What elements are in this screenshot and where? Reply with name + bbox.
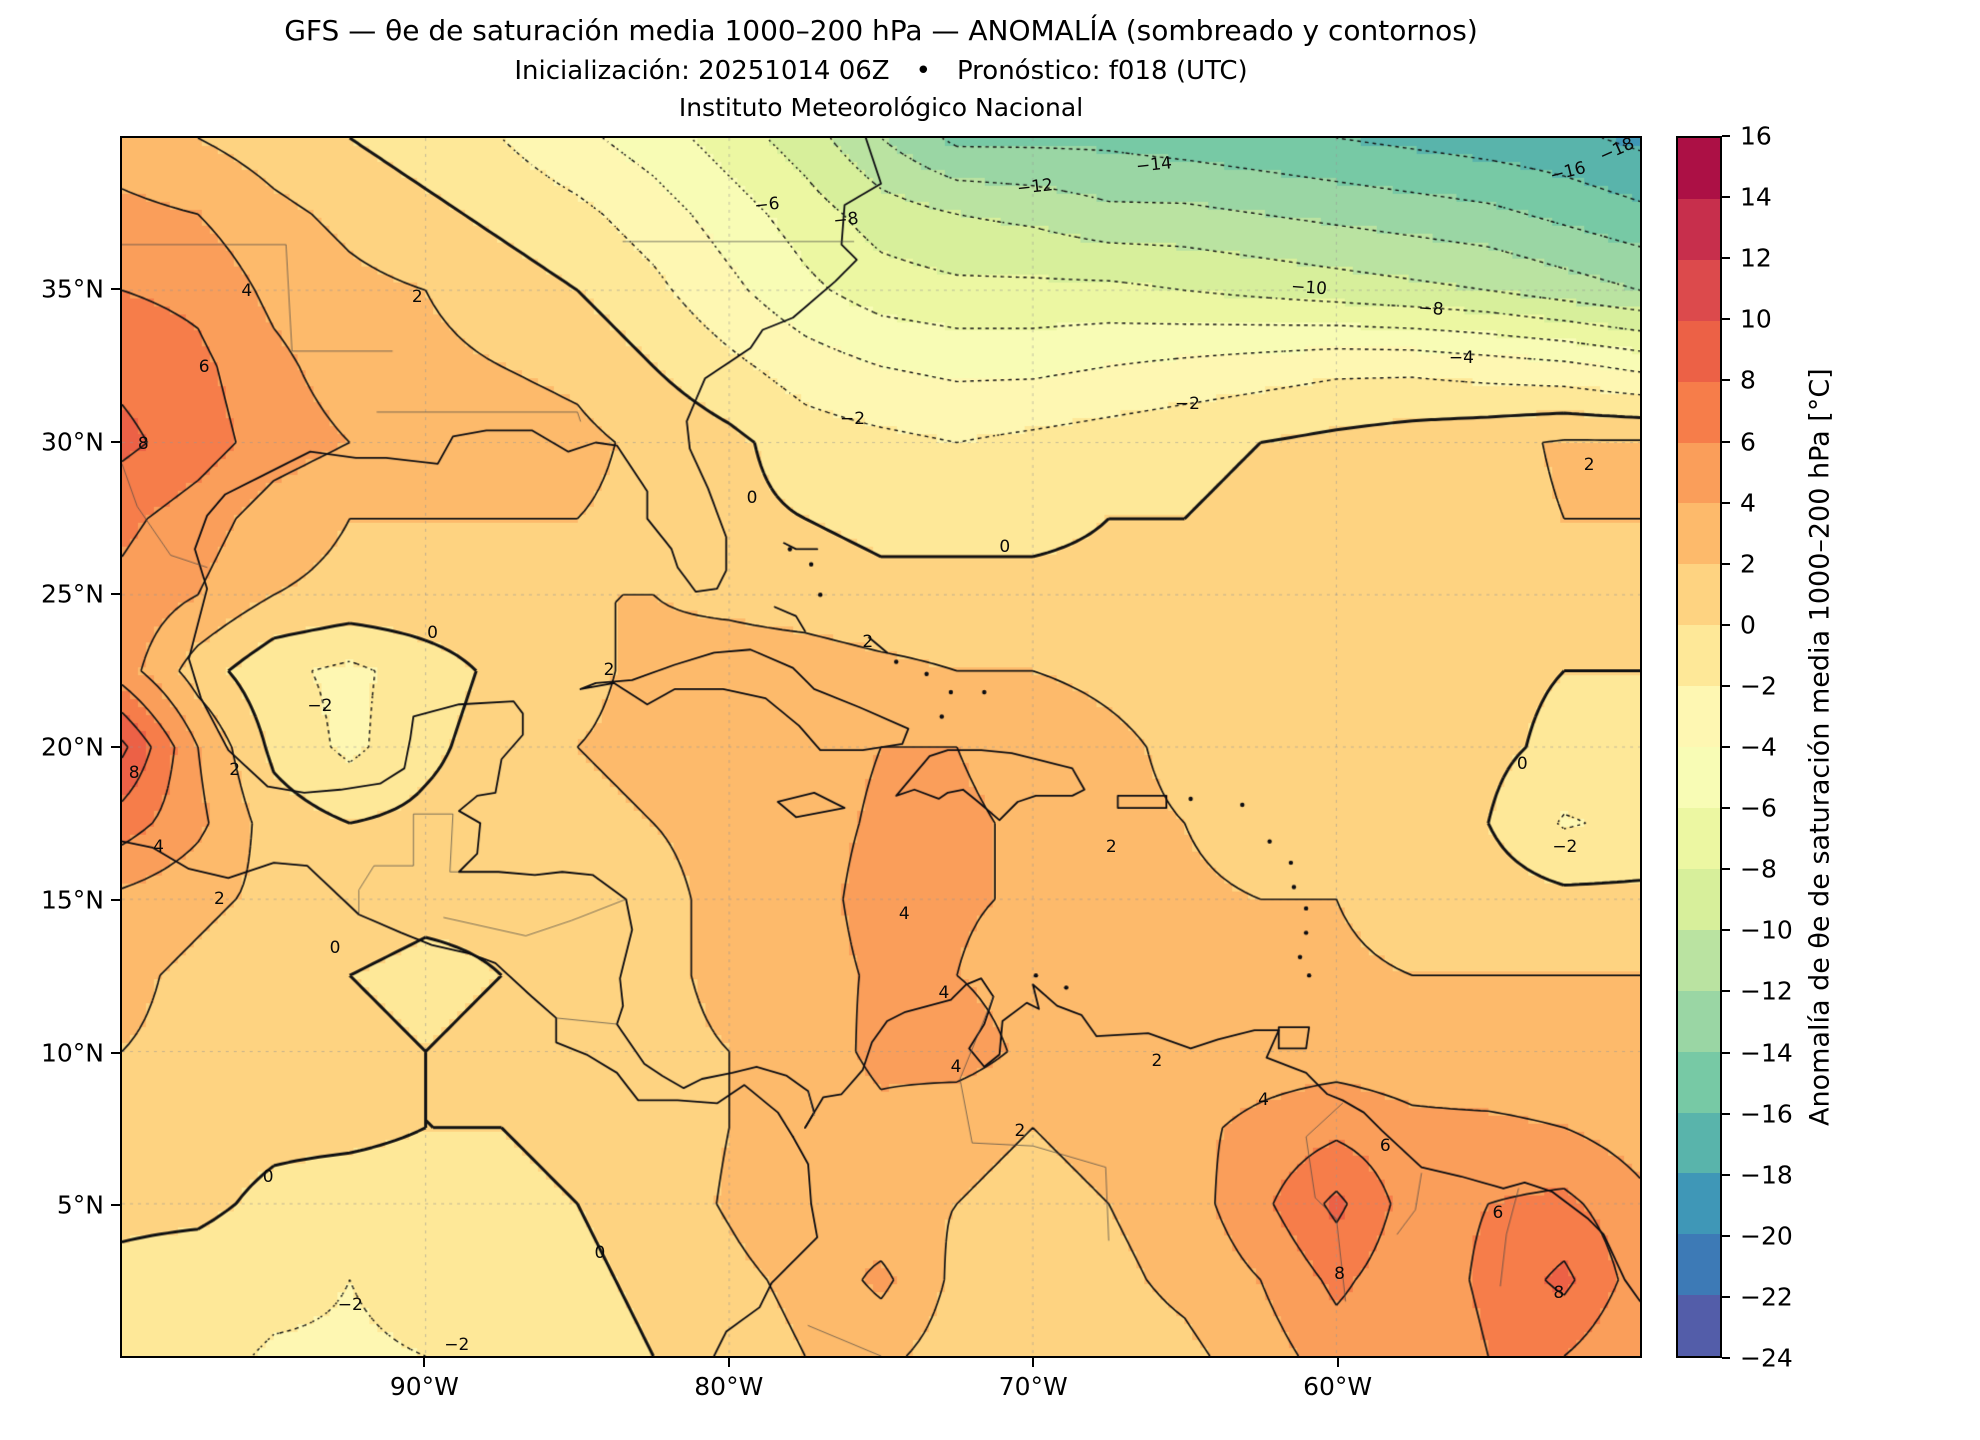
colorbar-tick-label: 10 <box>1740 304 1772 334</box>
colorbar-cell <box>1678 503 1720 565</box>
colorbar-cell <box>1678 1173 1720 1235</box>
colorbar-cell <box>1678 807 1720 869</box>
y-tick-label: 10°N <box>40 1038 104 1067</box>
colorbar-tick-label: −16 <box>1740 1099 1793 1129</box>
colorbar-tick-label: −22 <box>1740 1282 1793 1312</box>
x-tick-label: 70°W <box>998 1372 1068 1401</box>
colorbar-tick-label: −4 <box>1740 732 1777 762</box>
colorbar-tick-label: −8 <box>1740 854 1777 884</box>
colorbar-tick-mark <box>1722 1112 1730 1115</box>
figure-institution: Instituto Meteorológico Nacional <box>678 92 1084 122</box>
colorbar-tick-label: 16 <box>1740 121 1772 151</box>
figure-title: GFS — θe de saturación media 1000–200 hP… <box>284 14 1478 47</box>
x-tick-label: 90°W <box>389 1372 459 1401</box>
x-tick-mark <box>423 1358 426 1367</box>
colorbar-tick-label: −24 <box>1740 1343 1793 1373</box>
colorbar-cell <box>1678 686 1720 748</box>
x-tick-mark <box>1336 1358 1339 1367</box>
figure-titles: GFS — θe de saturación media 1000–200 hP… <box>120 14 1642 123</box>
colorbar-tick-mark <box>1722 501 1730 504</box>
colorbar-tick-label: −2 <box>1740 671 1777 701</box>
colorbar-tick-label: 0 <box>1740 610 1756 640</box>
colorbar-tick-label: 6 <box>1740 427 1756 456</box>
colorbar-tick-mark <box>1722 990 1730 993</box>
y-tick-label: 5°N <box>56 1190 104 1220</box>
x-tick-mark <box>727 1358 730 1367</box>
colorbar-cell <box>1678 564 1720 626</box>
y-tick-mark <box>111 898 120 901</box>
y-tick-label: 30°N <box>40 427 104 456</box>
y-tick-label: 15°N <box>40 885 104 915</box>
y-tick-mark <box>111 440 120 443</box>
colorbar-tick-mark <box>1722 196 1730 199</box>
colorbar-tick-mark <box>1722 562 1730 565</box>
colorbar-tick-mark <box>1722 623 1730 626</box>
y-tick-mark <box>111 287 120 290</box>
colorbar-cell <box>1678 625 1720 687</box>
colorbar-cell <box>1678 868 1720 930</box>
colorbar-cell <box>1678 929 1720 991</box>
colorbar-tick-label: −20 <box>1740 1221 1793 1251</box>
colorbar-tick-mark <box>1722 379 1730 382</box>
colorbar-cell <box>1678 198 1720 260</box>
colorbar-tick-mark <box>1722 1357 1730 1359</box>
colorbar-tick-label: −14 <box>1740 1038 1793 1067</box>
colorbar-tick-label: 4 <box>1740 488 1756 518</box>
colorbar-cell <box>1678 990 1720 1052</box>
colorbar-tick-label: 8 <box>1740 365 1756 395</box>
y-tick-label: 35°N <box>40 274 104 304</box>
y-tick-label: 20°N <box>40 732 104 762</box>
colorbar-cell <box>1678 259 1720 321</box>
y-tick-label: 25°N <box>40 579 104 609</box>
colorbar-cell <box>1678 138 1720 199</box>
colorbar-tick-mark <box>1722 440 1730 443</box>
colorbar-tick-mark <box>1722 1173 1730 1176</box>
figure-subtitle: Inicialización: 20251014 06Z • Pronóstic… <box>514 55 1248 86</box>
map-plot-area: 4 2 6 8 8 4 −6 −8 −12 −14 −16 −18 −10 −8 −4 −2 −2 0 0 0 −2 2 2… <box>120 134 1642 1358</box>
y-tick-mark <box>111 1204 120 1207</box>
colorbar-tick-label: −10 <box>1740 915 1793 945</box>
y-tick-mark <box>111 746 120 748</box>
y-tick-mark <box>111 1051 120 1054</box>
x-tick-mark <box>1032 1358 1035 1367</box>
colorbar-tick-mark <box>1722 1295 1730 1298</box>
colorbar-tick-mark <box>1722 807 1730 810</box>
colorbar-cell <box>1678 320 1720 382</box>
x-tick-label: 60°W <box>1303 1372 1373 1401</box>
colorbar-cell <box>1678 1112 1720 1174</box>
colorbar-tick-label: −12 <box>1740 976 1793 1006</box>
colorbar-cell <box>1678 747 1720 808</box>
colorbar-tick-mark <box>1722 684 1730 687</box>
colorbar-cell <box>1678 381 1720 443</box>
colorbar-tick-label: −18 <box>1740 1160 1793 1190</box>
colorbar-tick-mark <box>1722 1051 1730 1054</box>
colorbar-tick-label: 12 <box>1740 243 1772 273</box>
map-canvas <box>122 138 1640 1356</box>
colorbar-cell <box>1678 1051 1720 1113</box>
colorbar-cell <box>1678 442 1720 504</box>
colorbar-tick-mark <box>1722 868 1730 871</box>
colorbar-cell <box>1678 1234 1720 1296</box>
colorbar-tick-mark <box>1722 929 1730 932</box>
colorbar-tick-label: −6 <box>1740 793 1777 823</box>
colorbar-tick-mark <box>1722 135 1730 137</box>
y-tick-mark <box>111 593 120 596</box>
colorbar-tick-mark <box>1722 257 1730 260</box>
colorbar <box>1676 136 1722 1358</box>
colorbar-cell <box>1678 1295 1720 1357</box>
colorbar-tick-label: 2 <box>1740 549 1756 579</box>
x-tick-label: 80°W <box>694 1372 764 1401</box>
colorbar-tick-mark <box>1722 1234 1730 1237</box>
colorbar-tick-label: 14 <box>1740 182 1772 212</box>
colorbar-tick-mark <box>1722 746 1730 748</box>
colorbar-label: Anomalía de θe de saturación media 1000–… <box>1804 368 1836 1126</box>
colorbar-tick-mark <box>1722 318 1730 321</box>
